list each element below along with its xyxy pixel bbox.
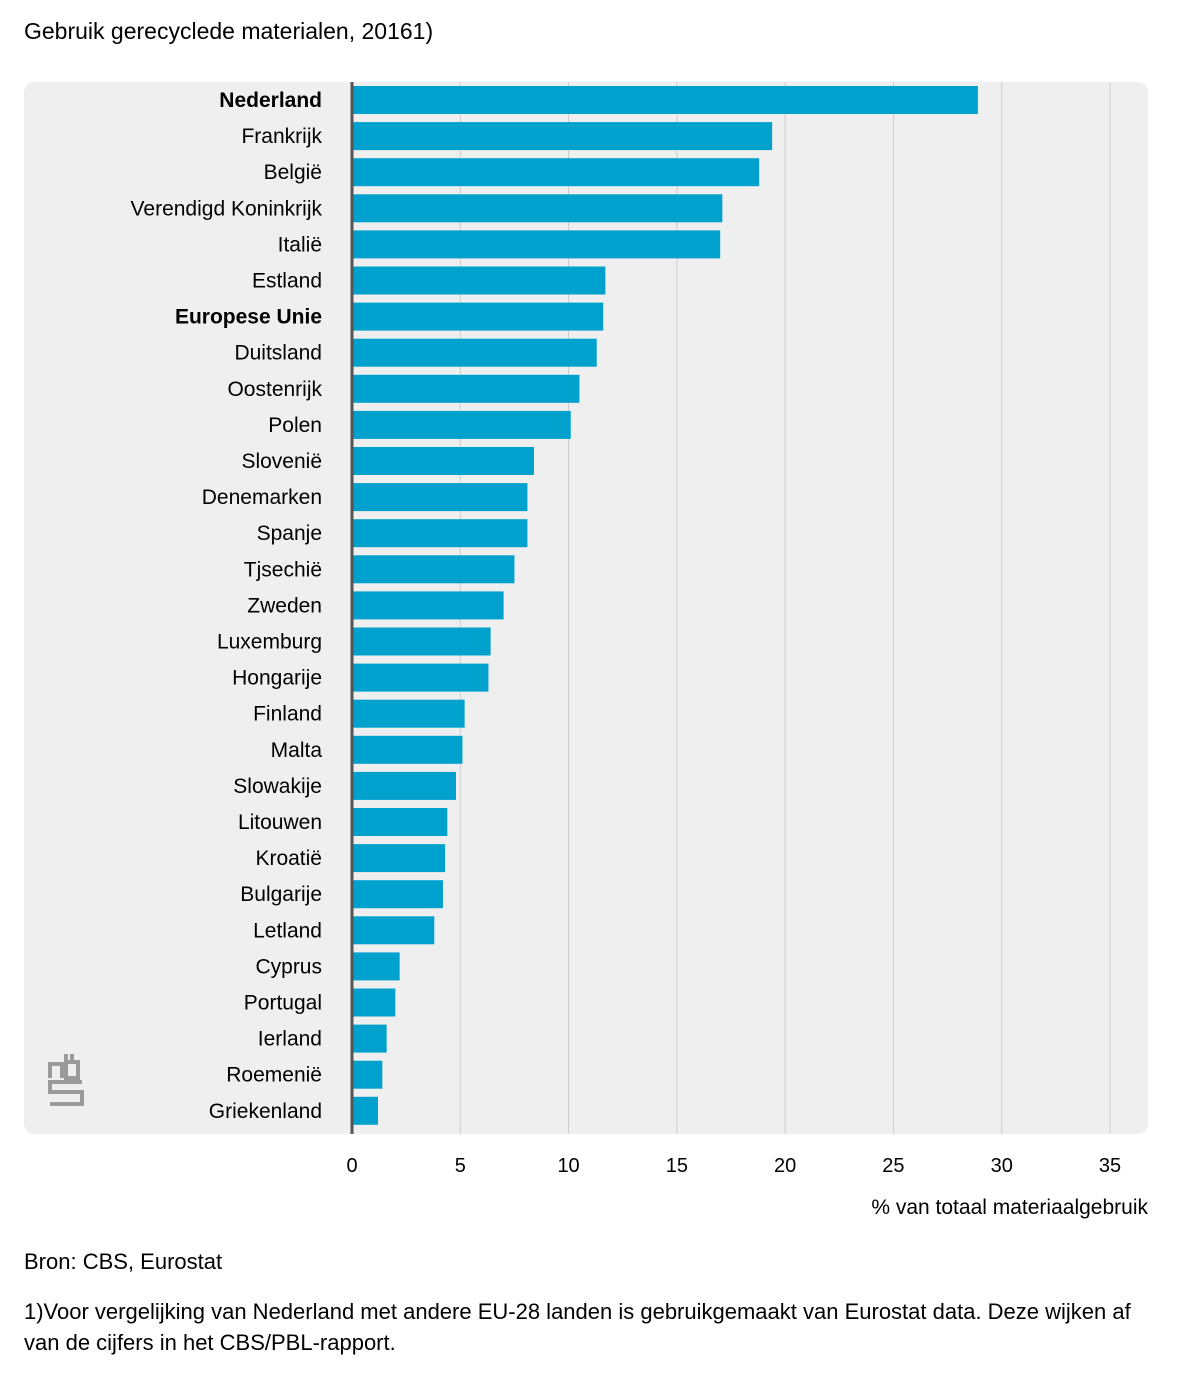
category-label: Oostenrijk [227, 378, 322, 401]
bar [353, 1060, 383, 1089]
tick-label: 30 [991, 1155, 1013, 1177]
category-label: Bulgarije [240, 883, 322, 906]
bar [353, 194, 723, 223]
category-label: Malta [271, 739, 323, 762]
tick-label: 0 [346, 1155, 357, 1177]
x-tick-labels: 0 5 10 15 20 25 30 35 [346, 1155, 1121, 1177]
tick-label: 15 [666, 1155, 688, 1177]
bar [353, 338, 597, 367]
category-label: Duitsland [234, 342, 322, 365]
category-label: Hongarije [232, 667, 322, 690]
x-axis-title: % van totaal materiaalgebruik [871, 1196, 1148, 1219]
category-label: Finland [253, 703, 322, 726]
bar [353, 771, 456, 800]
bar [353, 663, 489, 692]
category-label: Nederland [219, 89, 322, 112]
footnote: 1)Voor vergelijking van Nederland met an… [24, 1299, 1131, 1355]
category-label: Cyprus [255, 955, 322, 978]
category-label: Kroatië [255, 847, 322, 870]
category-label: Luxemburg [217, 631, 322, 654]
category-label: Slovenië [241, 450, 322, 473]
bar [353, 1024, 387, 1053]
category-label: Litouwen [238, 811, 322, 834]
tick-label: 35 [1099, 1155, 1121, 1177]
bar [353, 627, 491, 656]
category-label: België [264, 161, 322, 184]
bar [353, 230, 721, 259]
category-label: Frankrijk [241, 125, 322, 148]
bar [353, 374, 580, 403]
bar [353, 555, 515, 584]
bar [353, 447, 534, 475]
bar [353, 880, 443, 909]
category-label: Zweden [247, 594, 322, 617]
bar [353, 699, 465, 728]
bar [353, 591, 504, 620]
tick-label: 10 [557, 1155, 579, 1177]
category-label: Slowakije [233, 775, 322, 798]
tick-label: 5 [455, 1155, 466, 1177]
bar [353, 808, 448, 836]
tick-label: 25 [882, 1155, 904, 1177]
source-note: Bron: CBS, Eurostat [24, 1249, 223, 1274]
bar [353, 988, 396, 1017]
category-label: Italië [278, 233, 322, 256]
bar [353, 122, 773, 151]
category-label: Denemarken [202, 486, 322, 509]
category-label: Roemenië [226, 1064, 322, 1087]
category-labels: Nederland Frankrijk België Verendigd Konink… [131, 89, 323, 1123]
bar [353, 483, 528, 512]
bar [353, 844, 446, 873]
bar [353, 519, 528, 548]
category-label: Polen [268, 414, 322, 437]
bar [353, 302, 604, 331]
tick-label: 20 [774, 1155, 796, 1177]
category-label: Tjsechië [244, 558, 322, 581]
category-label: Europese Unie [175, 306, 322, 329]
category-label: Ierland [258, 1028, 322, 1051]
bar [353, 916, 435, 945]
chart-title: Gebruik gerecyclede materialen, 20161) [24, 18, 434, 44]
bar [353, 410, 571, 439]
plot-background [24, 82, 1148, 1134]
category-label: Estland [252, 270, 322, 293]
cbs-logo [48, 1054, 84, 1106]
bars [353, 86, 978, 1125]
category-label: Portugal [244, 992, 322, 1015]
category-label: Letland [253, 919, 322, 942]
bar [353, 86, 978, 114]
chart: Nederland Frankrijk België Verendigd Konink… [24, 82, 1148, 1219]
category-label: Spanje [257, 522, 322, 545]
category-label: Griekenland [209, 1100, 322, 1123]
category-label: Verendigd Koninkrijk [131, 197, 323, 220]
bar [353, 266, 606, 295]
bar [353, 735, 463, 764]
bar [353, 952, 400, 981]
bar [353, 1096, 378, 1125]
bar [353, 158, 760, 187]
